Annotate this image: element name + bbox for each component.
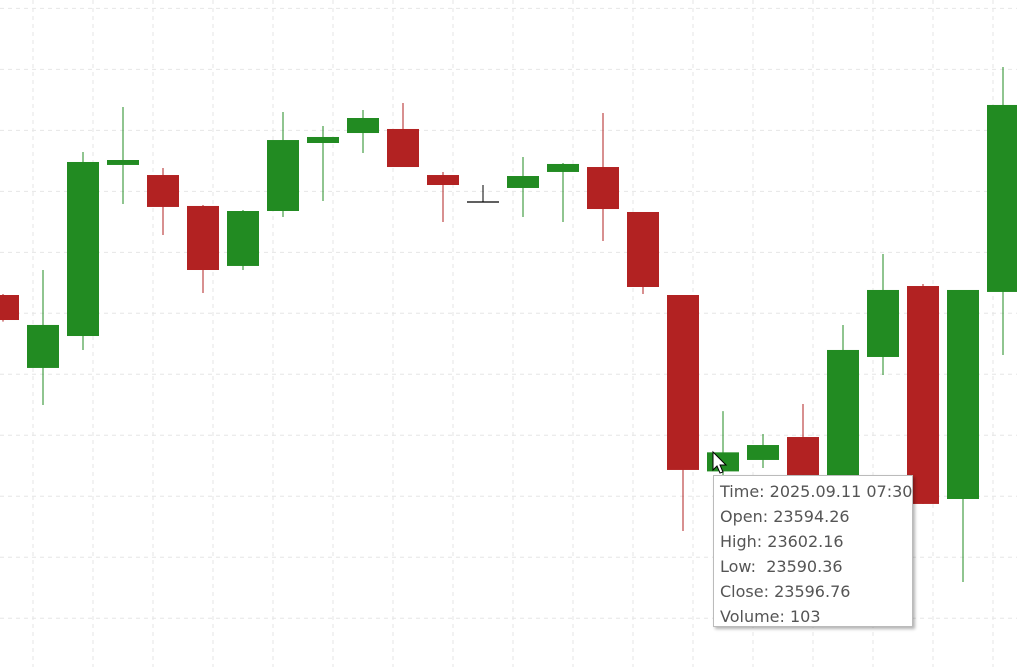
candle-body: [427, 175, 459, 186]
tooltip-label: Low:: [720, 557, 762, 576]
tooltip-label: Volume:: [720, 607, 785, 626]
candle-body: [787, 437, 819, 475]
candle-body: [667, 295, 699, 470]
tooltip: Time: 2025.09.11 07:30 Open: 23594.26 Hi…: [713, 475, 913, 627]
candle-body: [627, 211, 659, 288]
tooltip-row: Open: 23594.26: [720, 504, 912, 529]
tooltip-value: 23590.36: [766, 557, 843, 576]
tooltip-value: 23596.76: [774, 582, 851, 601]
candle-body: [347, 118, 379, 134]
candle-body: [267, 140, 299, 212]
candle-body: [547, 163, 579, 172]
tooltip-value: 2025.09.11 07:30: [769, 482, 913, 501]
candle-body: [947, 289, 979, 499]
tooltip-label: Time:: [720, 482, 765, 501]
mouse-cursor: [712, 450, 728, 474]
candle-body: [867, 289, 899, 357]
tooltip-label: Close:: [720, 582, 769, 601]
candle-body: [907, 286, 939, 504]
candle-body: [987, 104, 1017, 292]
tooltip-label: Open:: [720, 507, 769, 526]
tooltip-row: Time: 2025.09.11 07:30: [720, 479, 912, 504]
candle-body: [0, 295, 19, 321]
tooltip-row: High: 23602.16: [720, 529, 912, 554]
candle-body: [187, 205, 219, 271]
candle-body: [307, 136, 339, 144]
tooltip-label: High:: [720, 532, 763, 551]
candle-body: [147, 175, 179, 207]
candle-body: [107, 160, 139, 165]
candle-body: [387, 128, 419, 168]
tooltip-value: 23602.16: [767, 532, 844, 551]
tooltip-value: 23594.26: [773, 507, 850, 526]
tooltip-row: Low: 23590.36: [720, 554, 912, 579]
candle-body: [587, 167, 619, 210]
candle-body: [27, 324, 59, 368]
candle-body: [507, 176, 539, 188]
candle-body: [747, 445, 779, 460]
tooltip-row: Volume: 103: [720, 604, 912, 629]
candle-body: [827, 349, 859, 481]
candle-body: [227, 211, 259, 266]
candle-body: [67, 161, 99, 337]
tooltip-value: 103: [790, 607, 821, 626]
tooltip-row: Close: 23596.76: [720, 579, 912, 604]
